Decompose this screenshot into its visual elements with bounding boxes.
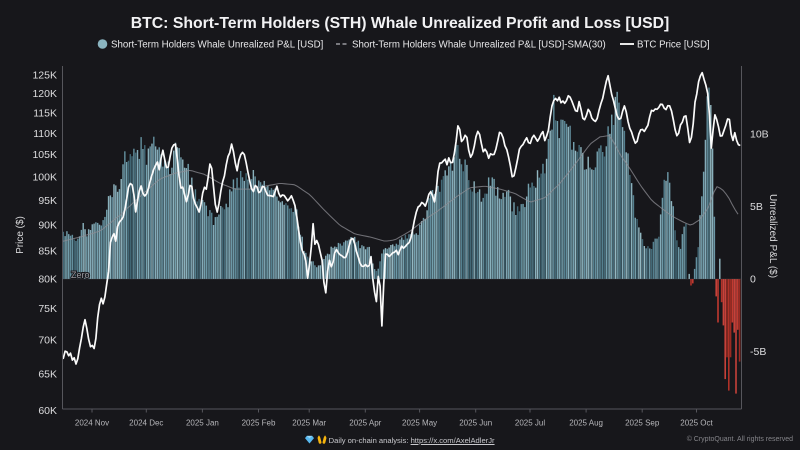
svg-text:2025 Aug: 2025 Aug [569, 419, 603, 428]
svg-text:75K: 75K [38, 303, 57, 315]
svg-text:Price ($): Price ($) [15, 216, 26, 254]
svg-text:65K: 65K [38, 369, 57, 381]
svg-text:2025 Jan: 2025 Jan [186, 419, 219, 428]
svg-text:2025 Sep: 2025 Sep [625, 419, 660, 428]
svg-text:2025 Mar: 2025 Mar [292, 419, 326, 428]
svg-text:Unrealized P&L ($): Unrealized P&L ($) [767, 194, 778, 278]
svg-text:Short-Term Holders Whale Unrea: Short-Term Holders Whale Unrealized P&L … [111, 40, 323, 51]
svg-text:BTC: Short-Term Holders (STH): BTC: Short-Term Holders (STH) Whale Unre… [131, 15, 670, 32]
svg-text:10B: 10B [750, 129, 769, 141]
svg-text:2025 Jul: 2025 Jul [515, 419, 545, 428]
svg-text:120K: 120K [32, 88, 57, 100]
svg-text:115K: 115K [33, 107, 57, 119]
svg-text:95K: 95K [38, 195, 57, 207]
svg-text:2024 Dec: 2024 Dec [129, 419, 163, 428]
svg-text:2025 May: 2025 May [402, 419, 437, 428]
svg-text:2025 Apr: 2025 Apr [349, 419, 381, 428]
svg-text:2025 Feb: 2025 Feb [242, 419, 276, 428]
svg-text:80K: 80K [38, 274, 57, 286]
svg-text:5B: 5B [750, 201, 763, 213]
svg-text:100K: 100K [32, 171, 57, 183]
svg-text:105K: 105K [32, 149, 57, 161]
svg-text:90K: 90K [38, 220, 57, 232]
svg-text:125K: 125K [32, 69, 57, 81]
svg-text:0: 0 [750, 274, 756, 286]
svg-text:60K: 60K [38, 405, 57, 417]
svg-text:Short-Term Holders Whale Unrea: Short-Term Holders Whale Unrealized P&L … [352, 40, 606, 51]
svg-text:2025 Oct: 2025 Oct [680, 419, 713, 428]
svg-text:-5B: -5B [750, 346, 766, 358]
svg-text:70K: 70K [38, 335, 57, 347]
svg-text:85K: 85K [38, 246, 57, 258]
svg-text:2024 Nov: 2024 Nov [75, 419, 109, 428]
svg-text:BTC Price [USD]: BTC Price [USD] [637, 40, 710, 51]
svg-text:2025 Jun: 2025 Jun [459, 419, 492, 428]
svg-text:Zero: Zero [71, 270, 90, 280]
svg-text:110K: 110K [33, 128, 57, 140]
